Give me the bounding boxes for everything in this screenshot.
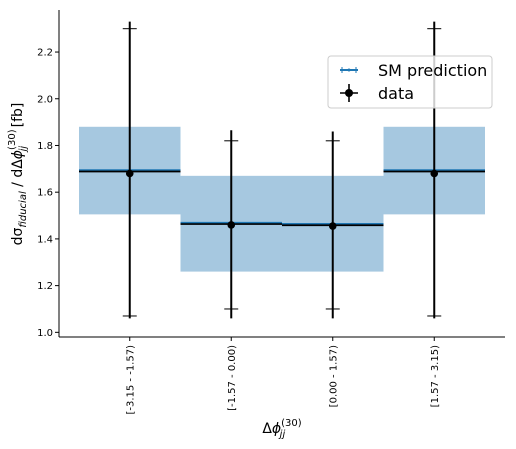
x-tick-label: [0.00 - 1.57) bbox=[328, 345, 339, 407]
data-point bbox=[430, 169, 439, 178]
plot-area bbox=[79, 21, 485, 319]
y-tick-label: 1.6 bbox=[37, 188, 53, 199]
x-axis-label: Δϕ(30) jj bbox=[262, 418, 301, 440]
legend-data-marker bbox=[340, 84, 358, 102]
y-tick-label: 1.0 bbox=[37, 328, 53, 339]
y-axis-label: dσfiducial / dΔϕ(30)jj [fb] bbox=[7, 103, 29, 246]
y-axis: 1.0 1.2 1.4 1.6 1.8 2.0 2.2 bbox=[37, 10, 60, 339]
legend: SM prediction data bbox=[327, 55, 493, 109]
data-point bbox=[328, 222, 337, 230]
legend-frame bbox=[327, 55, 493, 109]
y-tick-label: 2.0 bbox=[37, 94, 53, 105]
legend-data-label: data bbox=[378, 84, 414, 103]
x-axis: [-3.15 - -1.57) [-1.57 - 0.00) [0.00 - 1.5… bbox=[59, 336, 505, 415]
legend-sm-label: SM prediction bbox=[378, 61, 487, 80]
y-tick-label: 1.8 bbox=[37, 141, 53, 152]
x-tick-label: [1.57 - 3.15) bbox=[430, 345, 441, 407]
y-tick-label: 1.4 bbox=[37, 234, 53, 245]
y-tick-label: 2.2 bbox=[37, 48, 53, 59]
data-point bbox=[125, 169, 134, 178]
legend-sm-marker bbox=[340, 67, 358, 73]
data-point bbox=[227, 221, 236, 229]
x-tick-label: [-1.57 - 0.00) bbox=[227, 345, 238, 411]
x-tick-label: [-3.15 - -1.57) bbox=[125, 345, 136, 415]
y-tick-label: 1.2 bbox=[37, 281, 53, 292]
